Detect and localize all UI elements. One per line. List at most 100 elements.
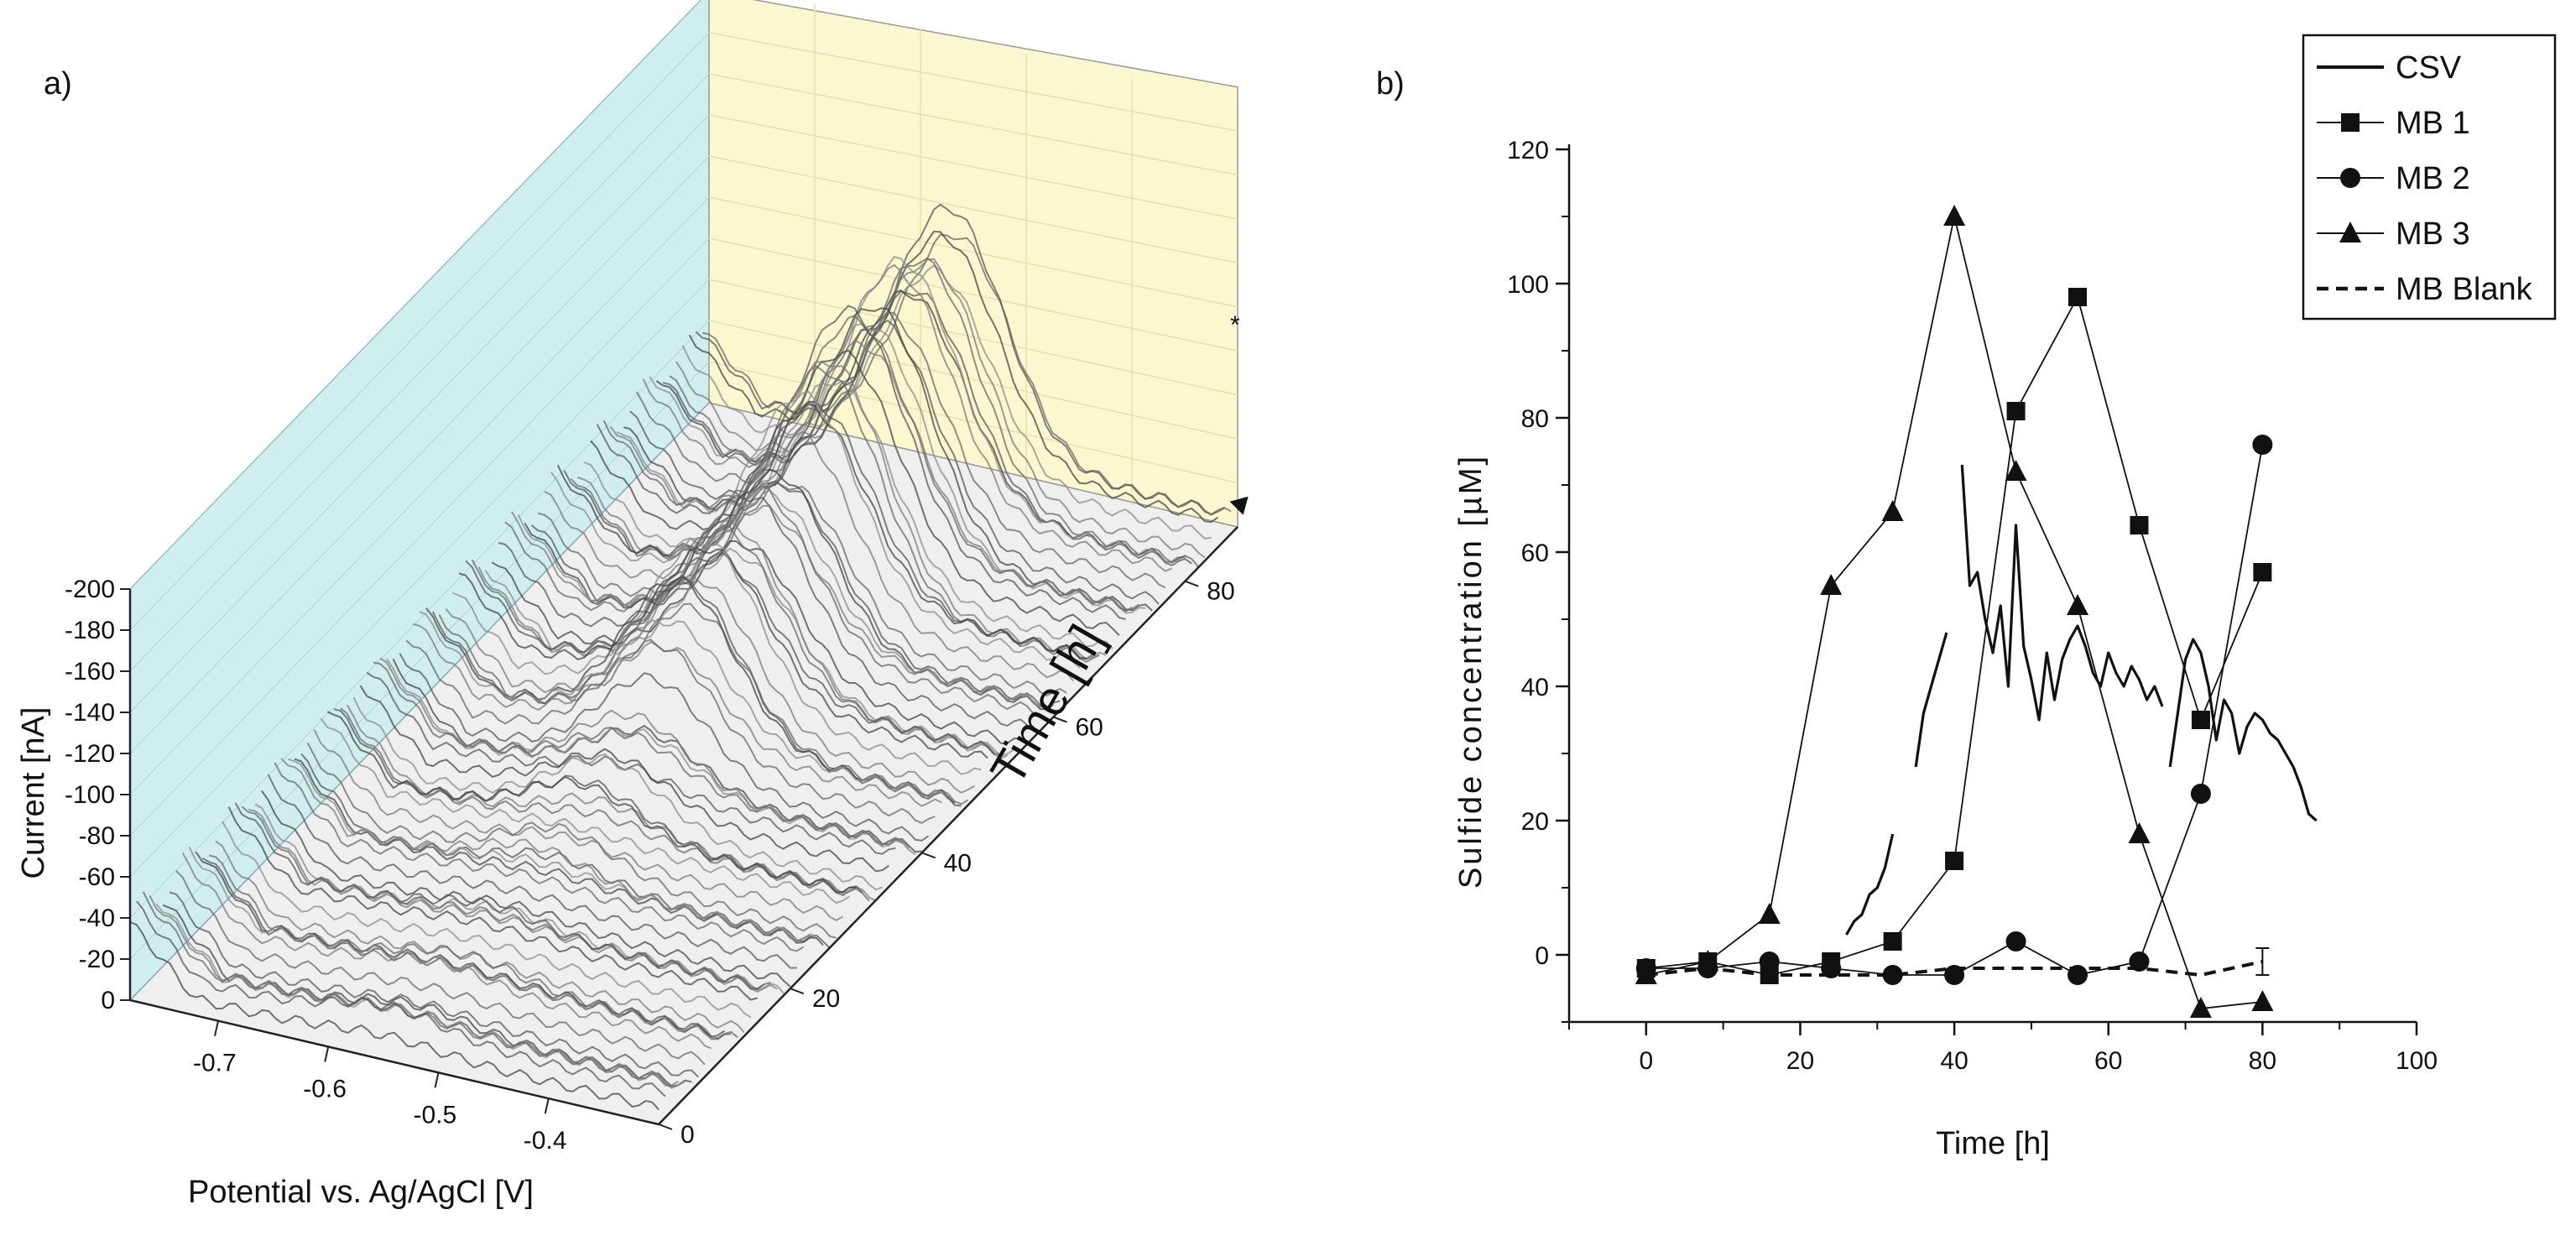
panel-b-x-title: Time [h] xyxy=(1936,1126,2050,1161)
y-tick-label: 60 xyxy=(1521,540,1549,567)
panel-a-label: a) xyxy=(44,66,72,102)
scan-trace xyxy=(175,870,706,1066)
left-grid-line xyxy=(129,73,710,672)
legend: CSV MB 1 MB 2 MB 3 MB Blank xyxy=(2302,34,2557,321)
scan-trace xyxy=(504,484,1035,715)
panel-b-axes: 0 20 40 60 80 100 0 20 40 60 80 100 120 xyxy=(1507,137,2438,1075)
scan-trace xyxy=(280,758,811,943)
legend-marker-mb-1 xyxy=(2341,113,2360,132)
scan-trace xyxy=(412,623,942,807)
scan-trace xyxy=(399,653,930,842)
data-point-mb-1 xyxy=(2130,516,2149,534)
series-line-mb-3 xyxy=(1645,216,2263,1009)
left-grid-line xyxy=(129,361,710,960)
scan-trace xyxy=(188,846,719,1040)
panel-a: a) -0.7 -0.6 -0.5 -0.4 0 -20 -40 -60 -80 -100 -120… xyxy=(16,0,1249,1210)
z-tick-label: 80 xyxy=(1207,578,1234,606)
legend-entry-mb-blank: MB Blank xyxy=(2317,272,2533,307)
data-point-mb-3 xyxy=(2251,990,2274,1011)
z-tick xyxy=(921,852,936,859)
scan-trace xyxy=(294,758,824,946)
back-wall-grid xyxy=(708,3,1238,503)
scan-trace xyxy=(544,430,1074,682)
scan-trace xyxy=(537,481,1067,697)
scan-trace xyxy=(234,802,765,990)
data-point-mb-3 xyxy=(1697,950,1719,971)
back-grid-line xyxy=(708,114,1238,220)
z-tick xyxy=(658,1123,673,1130)
y-tick-label: -20 xyxy=(79,946,115,973)
series-mb-blank xyxy=(1645,960,2263,978)
z-axis-line xyxy=(658,526,1238,1125)
scan-trace xyxy=(254,803,785,994)
scan-trace xyxy=(445,573,975,794)
voltammogram-traces xyxy=(129,203,1232,1111)
panel-a-axes: -0.7 -0.6 -0.5 -0.4 0 -20 -40 -60 -80 -100 -120 -14… xyxy=(65,496,1249,1155)
y-tick-label: 0 xyxy=(101,987,115,1014)
series-line-csv xyxy=(1960,464,2164,722)
y-tick-label: -100 xyxy=(65,781,115,809)
y-tick-label: -120 xyxy=(65,740,115,768)
scan-trace xyxy=(136,900,666,1097)
x-tick-label: 40 xyxy=(1940,1047,1968,1075)
blank-error-bar xyxy=(2255,947,2270,976)
x-tick xyxy=(214,1020,219,1036)
y-tick-label: -40 xyxy=(79,905,115,932)
scan-trace xyxy=(583,380,1113,649)
scan-trace xyxy=(241,805,771,990)
data-point-mb-3 xyxy=(2005,460,2027,481)
x-tick-label: -0.4 xyxy=(524,1127,567,1155)
back-grid-line xyxy=(708,320,1238,440)
x-tick xyxy=(434,1072,440,1088)
back-grid-line xyxy=(708,196,1238,308)
legend-entry-mb-3: MB 3 xyxy=(2317,216,2470,252)
scan-trace xyxy=(169,891,699,1078)
scan-trace xyxy=(326,711,857,894)
data-point-mb-3 xyxy=(2189,997,2212,1018)
legend-marker-mb-3 xyxy=(2339,222,2361,242)
scan-trace xyxy=(550,390,1081,669)
scan-trace xyxy=(221,821,752,1019)
y-tick-label: -160 xyxy=(65,658,115,686)
x-tick-label: 80 xyxy=(2249,1047,2276,1075)
panel-b-label: b) xyxy=(1376,66,1405,102)
left-grid-line xyxy=(129,114,710,713)
scan-trace xyxy=(227,806,758,1001)
scan-trace xyxy=(320,717,850,905)
panel-b-series xyxy=(1635,205,2318,1018)
scan-trace xyxy=(313,729,843,921)
scan-trace xyxy=(300,753,831,949)
left-grid-line xyxy=(129,196,710,795)
x-tick-label: 60 xyxy=(2094,1047,2122,1075)
series-mb-1 xyxy=(1636,288,2272,984)
data-point-mb-1 xyxy=(2191,711,2210,729)
x-tick-label: -0.6 xyxy=(303,1076,347,1103)
legend-label-csv: CSV xyxy=(2396,50,2462,86)
series-mb-3 xyxy=(1635,205,2274,1018)
y-tick-label: 0 xyxy=(1535,942,1549,970)
y-tick-label: -60 xyxy=(79,863,115,891)
data-point-mb-3 xyxy=(2067,594,2088,615)
z-tick-label: 60 xyxy=(1075,714,1103,742)
left-grid-line xyxy=(129,279,710,878)
panel-b-y-title: Sulfide concentration [µM] xyxy=(1453,454,1489,889)
series-csv xyxy=(1845,464,2318,936)
x-tick-label: -0.7 xyxy=(193,1050,237,1077)
scan-trace xyxy=(629,319,1160,605)
back-grid-line xyxy=(708,237,1238,352)
y-tick-label: 20 xyxy=(1521,808,1549,836)
data-point-mb-2 xyxy=(1759,951,1780,972)
series-line-mb-blank xyxy=(1645,960,2263,978)
scan-trace xyxy=(340,707,870,902)
back-grid-line xyxy=(708,32,1238,132)
scan-trace xyxy=(129,920,660,1111)
scan-trace xyxy=(366,671,896,855)
data-point-mb-1 xyxy=(2006,402,2026,420)
scan-trace xyxy=(688,230,1219,524)
left-grid-line xyxy=(129,32,710,631)
x-tick-label: 100 xyxy=(2396,1047,2438,1075)
x-tick xyxy=(544,1097,550,1114)
back-grid-line xyxy=(708,155,1238,264)
